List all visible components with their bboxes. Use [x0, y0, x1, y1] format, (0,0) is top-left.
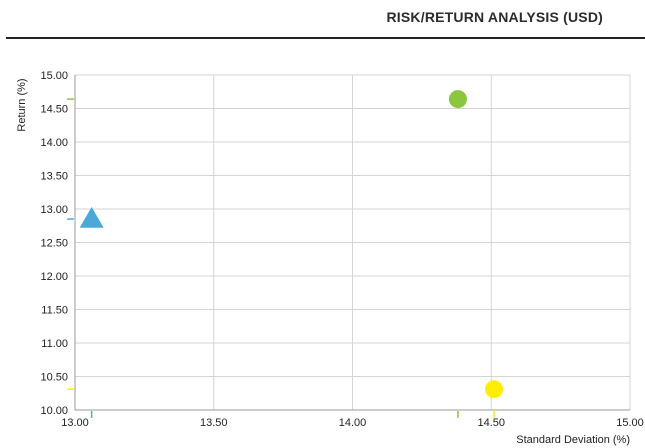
- x-tick-label: 13.50: [200, 417, 228, 429]
- x-tick-label: 14.50: [477, 417, 505, 429]
- x-tick-label: 14.00: [339, 417, 367, 429]
- chart-title: RISK/RETURN ANALYSIS (USD): [386, 9, 603, 25]
- y-tick-label: 10.50: [40, 372, 68, 384]
- y-tick-label: 14.00: [40, 137, 68, 149]
- data-points: [79, 90, 504, 399]
- y-tick-label: 11.00: [41, 338, 68, 350]
- circle-marker: [485, 380, 504, 399]
- y-tick-label: 11.50: [41, 305, 68, 317]
- axis-rug-marks: [67, 98, 495, 418]
- x-axis-label: Standard Deviation (%): [516, 434, 630, 446]
- triangle-marker: [79, 207, 104, 228]
- y-tick-label: 14.50: [40, 104, 68, 116]
- y-tick-label: 13.00: [40, 204, 68, 216]
- title-divider: [6, 37, 645, 39]
- grid-lines: [74, 74, 631, 411]
- x-tick-labels: 13.00 13.50 14.00 14.50 15.00: [61, 417, 644, 429]
- circle-marker: [448, 90, 467, 109]
- y-tick-labels: 15.00 14.50 14.00 13.50 13.00 12.50 12.00 11.50…: [40, 70, 68, 417]
- plot-frame: [74, 75, 630, 411]
- x-tick-label: 13.00: [61, 417, 89, 429]
- y-tick-label: 13.50: [40, 171, 68, 183]
- x-tick-label: 15.00: [616, 417, 644, 429]
- y-tick-label: 12.50: [40, 238, 68, 250]
- y-tick-label: 10.00: [40, 405, 68, 417]
- y-axis-label: Return (%): [16, 78, 28, 131]
- y-tick-label: 15.00: [40, 70, 68, 82]
- y-tick-label: 12.00: [40, 271, 68, 283]
